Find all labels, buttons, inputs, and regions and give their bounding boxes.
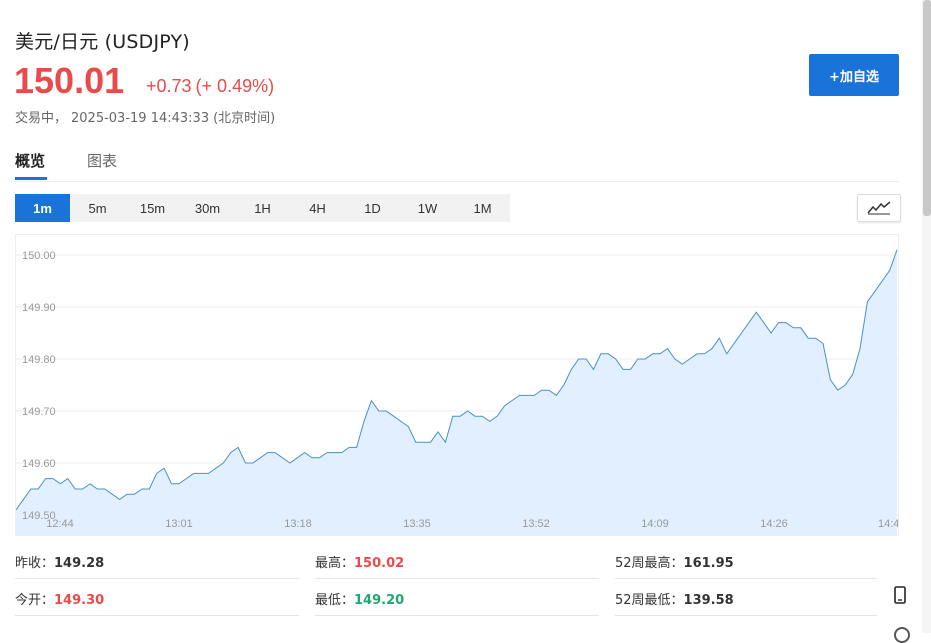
status-timezone: (北京时间) [213,111,276,126]
row-divider [15,615,299,616]
active-tab-indicator [15,177,47,180]
period-4h[interactable]: 4H [309,200,326,216]
stat-52w-low: 52周最低：139.58 [615,589,734,608]
period-1h[interactable]: 1H [254,200,271,216]
row-divider [315,615,599,616]
row-divider [615,578,877,579]
y-tick-label: 149.60 [22,458,56,470]
stat-high: 最高：150.02 [315,552,404,571]
current-price: 150.01 [14,60,125,101]
change-value: +0.73 [146,76,192,96]
help-icon[interactable] [894,627,910,643]
change-percent: (+ 0.49%) [195,76,275,96]
low-value: 149.20 [354,593,405,608]
row-divider [615,615,877,616]
x-tick-label: 13:52 [522,518,550,530]
chart-svg: 150.00 149.90 149.80 149.70 149.60 149.50 12:… [15,249,899,536]
scrollbar-thumb[interactable] [923,0,931,216]
period-30m[interactable]: 30m [194,200,221,216]
price-change: +0.73 (+ 0.49%) [146,76,278,97]
period-1d[interactable]: 1D [364,200,381,216]
stat-open: 今开：149.30 [15,589,104,608]
add-watchlist-button[interactable]: +加自选 [809,54,899,96]
open-label: 今开： [15,593,55,608]
row-divider [315,578,599,579]
tab-overview[interactable]: 概览 [15,152,46,170]
stats-row-2: 今开：149.30 最低：149.20 52周最低：139.58 [15,589,899,625]
w52-low-label: 52周最低： [615,593,684,608]
high-label: 最高： [315,556,355,571]
low-label: 最低： [315,593,355,608]
x-axis-labels: 12:44 13:01 13:18 13:35 13:52 14:09 14:26 14:4 [46,518,899,530]
x-tick-label: 14:26 [760,518,788,530]
mobile-phone-icon[interactable] [893,586,907,604]
status-datetime: 2025-03-19 14:43:33 [71,111,210,126]
period-15m[interactable]: 15m [139,200,166,216]
status-text: 交易中， [15,111,68,126]
trading-status: 交易中， 2025-03-19 14:43:33 (北京时间) [15,107,279,126]
w52-high-value: 161.95 [683,556,734,571]
stat-52w-high: 52周最高：161.95 [615,552,734,571]
row-divider [15,578,299,579]
prev-close-value: 149.28 [54,556,105,571]
period-selector: 1m 5m 15m 30m 1H 4H 1D 1W 1M [15,194,510,222]
prev-close-label: 昨收： [15,556,55,571]
x-tick-label: 12:44 [46,518,74,530]
chart-series-line [15,249,898,511]
open-value: 149.30 [54,593,105,608]
chart-type-button[interactable] [857,194,901,222]
period-1w[interactable]: 1W [417,200,438,216]
price-chart[interactable]: 150.00 149.90 149.80 149.70 149.60 149.50 12:… [15,234,899,536]
y-tick-label: 150.00 [22,250,56,262]
w52-low-value: 139.58 [683,593,734,608]
period-1mo[interactable]: 1M [473,200,492,216]
stat-low: 最低：149.20 [315,589,404,608]
y-tick-label: 149.90 [22,302,56,314]
y-axis-labels: 150.00 149.90 149.80 149.70 149.60 149.50 [22,250,56,522]
y-tick-label: 149.50 [22,510,56,522]
x-tick-label: 13:01 [165,518,193,530]
chart-area-fill [16,249,897,536]
y-tick-label: 149.70 [22,406,56,418]
line-chart-icon [867,201,891,215]
high-value: 150.02 [354,556,405,571]
y-tick-label: 149.80 [22,354,56,366]
tab-chart[interactable]: 图表 [87,152,118,170]
stats-row-1: 昨收：149.28 最高：150.02 52周最高：161.95 [15,552,899,588]
x-tick-label: 14:09 [641,518,669,530]
w52-high-label: 52周最高： [615,556,684,571]
period-5m[interactable]: 5m [88,200,107,216]
period-1m[interactable]: 1m [15,194,70,222]
tab-divider [15,181,899,182]
stat-prev-close: 昨收：149.28 [15,552,104,571]
page-title: 美元/日元 (USDJPY) [15,31,190,53]
x-tick-label: 13:18 [284,518,312,530]
x-tick-label: 13:35 [403,518,431,530]
scroll-track[interactable] [922,0,931,633]
x-tick-label: 14:4 [878,518,898,530]
